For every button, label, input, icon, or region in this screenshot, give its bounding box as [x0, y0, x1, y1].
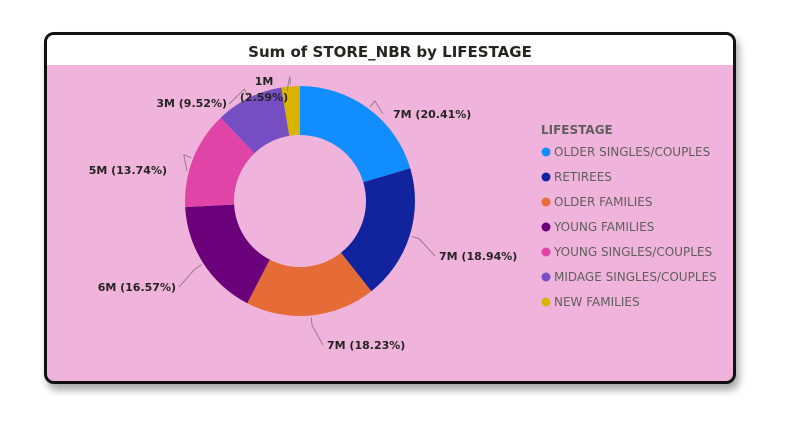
- leader-line-4: [178, 264, 203, 288]
- legend-marker-3: [541, 197, 551, 207]
- legend-item-2[interactable]: RETIREES: [554, 170, 612, 184]
- donut-slice-6[interactable]: [220, 87, 290, 154]
- donut-slice-7[interactable]: [281, 86, 300, 136]
- data-label-4: 6M (16.57%): [98, 281, 176, 294]
- legend-item-5[interactable]: YOUNG SINGLES/COUPLES: [553, 245, 712, 259]
- donut-slice-3[interactable]: [247, 252, 372, 316]
- legend-item-1[interactable]: OLDER SINGLES/COUPLES: [554, 145, 710, 159]
- legend-marker-4: [541, 222, 551, 232]
- leader-line-7: [286, 76, 291, 92]
- legend-title: LIFESTAGE: [541, 123, 613, 137]
- leader-line-2: [411, 235, 436, 257]
- leader-line-5: [183, 154, 192, 172]
- data-label-5: 5M (13.74%): [89, 164, 167, 177]
- legend-marker-5: [541, 247, 551, 257]
- donut-slice-2[interactable]: [340, 168, 415, 292]
- data-label-6: 3M (9.52%): [156, 97, 227, 110]
- data-label-2: 7M (18.94%): [439, 250, 517, 263]
- chart-title-bar: Sum of STORE_NBR by LIFESTAGE: [47, 35, 733, 65]
- donut-chart: 7M (20.41%) 7M (18.94%) 7M (18.23%) 6M (16.…: [89, 75, 717, 352]
- legend-item-3[interactable]: OLDER FAMILIES: [554, 195, 652, 209]
- donut-slice-5[interactable]: [185, 117, 255, 208]
- leader-line-3: [310, 317, 324, 346]
- chart-card: Sum of STORE_NBR by LIFESTAGE 7M (20.41%…: [44, 32, 736, 384]
- leader-line-6: [228, 88, 249, 105]
- legend-marker-2: [541, 172, 551, 182]
- data-label-3: 7M (18.23%): [327, 339, 405, 352]
- data-label-1: 7M (20.41%): [393, 108, 471, 121]
- legend-item-4[interactable]: YOUNG FAMILIES: [553, 220, 654, 234]
- chart-title: Sum of STORE_NBR by LIFESTAGE: [248, 43, 532, 61]
- donut-slice-4[interactable]: [185, 204, 270, 304]
- data-label-7: 1M (2.59%): [240, 75, 288, 104]
- legend-item-7[interactable]: NEW FAMILIES: [554, 295, 640, 309]
- legend-marker-1: [541, 147, 551, 157]
- leader-line-1: [369, 99, 384, 115]
- donut-slice-1[interactable]: [300, 86, 411, 183]
- legend-marker-7: [541, 297, 551, 307]
- legend-marker-6: [541, 272, 551, 282]
- legend-item-6[interactable]: MIDAGE SINGLES/COUPLES: [554, 270, 717, 284]
